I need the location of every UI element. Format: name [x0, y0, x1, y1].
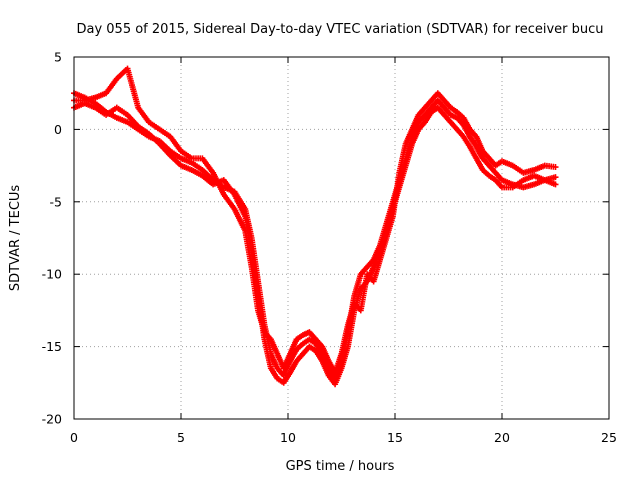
- axis-ticks: 0 5 10 15 20 25 5 0 -5 -10 -15 -20: [42, 50, 617, 446]
- x-tick-label: 20: [494, 430, 510, 445]
- x-tick-label: 10: [280, 430, 296, 445]
- y-tick-label: 5: [54, 50, 62, 65]
- x-tick-label: 25: [601, 430, 617, 445]
- grid-lines: [74, 57, 609, 419]
- y-tick-label: 0: [54, 122, 62, 137]
- plot-frame: [73, 56, 610, 420]
- y-tick-label: -15: [42, 339, 62, 354]
- y-tick-label: -10: [42, 267, 62, 282]
- x-axis-label: GPS time / hours: [286, 459, 395, 474]
- y-axis-label: SDTVAR / TECUs: [8, 185, 23, 292]
- data-point: [552, 174, 559, 181]
- y-tick-label: -20: [42, 412, 62, 427]
- data-point: [552, 164, 559, 171]
- y-tick-label: -5: [50, 194, 62, 209]
- data-point: [552, 181, 559, 188]
- x-tick-label: 5: [177, 430, 185, 445]
- data-points: [71, 65, 559, 388]
- x-tick-label: 0: [70, 430, 78, 445]
- chart-title: Day 055 of 2015, Sidereal Day-to-day VTE…: [76, 22, 603, 37]
- x-tick-label: 15: [387, 430, 403, 445]
